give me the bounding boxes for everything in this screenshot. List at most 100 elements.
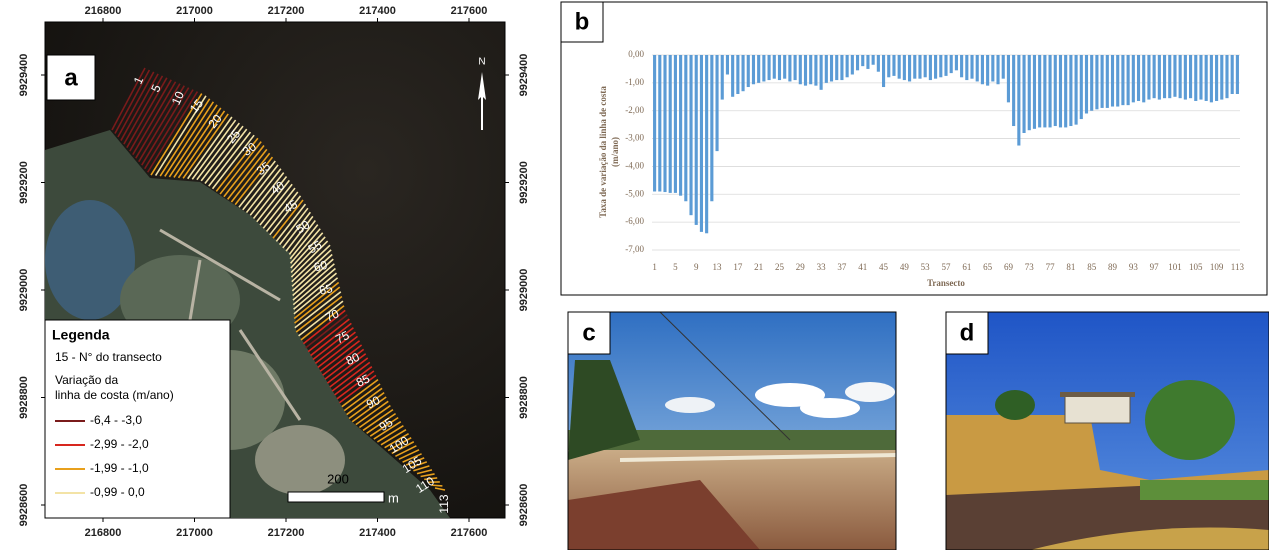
- panel-label-box: [560, 1, 604, 43]
- transect: [173, 107, 222, 178]
- transect: [291, 244, 331, 283]
- transect: [269, 195, 302, 236]
- legend-title: Legenda: [52, 327, 110, 343]
- transect-label: 85: [354, 371, 372, 390]
- transect: [204, 128, 248, 184]
- y-tick-label: 9929000: [18, 269, 30, 312]
- panel-label: b: [575, 8, 590, 35]
- transect: [262, 187, 296, 229]
- bar: [954, 55, 958, 71]
- bar: [1032, 55, 1037, 129]
- bar: [793, 55, 797, 81]
- bar: [1064, 55, 1068, 128]
- x-tick-label: 13: [713, 262, 723, 272]
- bar: [1017, 55, 1021, 146]
- transect: [290, 232, 324, 269]
- transect: [391, 441, 415, 455]
- bar: [1095, 55, 1099, 110]
- x-tick-label: 49: [900, 262, 910, 272]
- bar: [1204, 55, 1208, 101]
- bar: [1225, 55, 1229, 99]
- bar: [918, 55, 922, 79]
- x-tick-label: 216800: [85, 527, 122, 539]
- transect: [324, 348, 365, 380]
- x-tick-label: 73: [1025, 262, 1035, 272]
- transect: [293, 281, 340, 320]
- transect: [177, 110, 226, 179]
- bar: [1199, 55, 1203, 100]
- bar: [1136, 55, 1141, 101]
- bar: [1048, 55, 1052, 128]
- bar: [757, 55, 761, 83]
- bar: [897, 55, 901, 79]
- bar: [1090, 55, 1094, 111]
- bar: [1209, 55, 1213, 103]
- bar: [850, 55, 854, 75]
- bar: [1069, 55, 1073, 127]
- transect: [117, 71, 155, 138]
- north-arrow: N: [478, 57, 486, 130]
- bar: [803, 55, 808, 86]
- bar: [809, 55, 813, 85]
- transect: [380, 429, 407, 446]
- transect: [348, 392, 385, 420]
- x-tick-label: 37: [837, 262, 847, 272]
- x-tick-label: 105: [1189, 262, 1203, 272]
- bar: [746, 55, 750, 88]
- transect: [334, 366, 373, 396]
- bar: [1152, 55, 1156, 99]
- x-tick-label: 89: [1108, 262, 1118, 272]
- transect: [208, 131, 252, 187]
- transect: [111, 67, 146, 131]
- x-tick-label: 45: [879, 262, 889, 272]
- scale-label: 200: [327, 471, 349, 486]
- transect: [234, 156, 274, 206]
- x-tick-label: 9: [694, 262, 699, 272]
- transect: [373, 420, 402, 440]
- transect-label: 10: [169, 89, 187, 107]
- transect: [159, 98, 211, 177]
- transect: [343, 383, 381, 412]
- x-tick-label: 217000: [176, 5, 213, 17]
- panel-label: d: [960, 319, 975, 346]
- bar: [980, 55, 984, 85]
- bar: [715, 55, 719, 152]
- bar: [1058, 55, 1063, 128]
- transect: [376, 425, 404, 443]
- legend-heading: linha de costa (m/ano): [55, 388, 174, 402]
- x-tick-label: 113: [1231, 262, 1245, 272]
- y-tick-label: 9929200: [18, 161, 30, 204]
- y-tick-label: -6,00: [625, 216, 644, 226]
- bar: [944, 55, 948, 76]
- transect: [338, 374, 377, 404]
- transect-label: 60: [312, 258, 328, 275]
- transect: [431, 484, 443, 487]
- bar: [928, 55, 932, 81]
- transect-label: 65: [318, 281, 334, 298]
- scale-bar: [287, 491, 385, 503]
- transect: [252, 175, 288, 220]
- y-tick-label: 9928600: [518, 484, 530, 527]
- bar: [902, 55, 906, 81]
- transect: [398, 449, 420, 460]
- y-tick-label: -2,00: [625, 105, 644, 115]
- bar: [949, 55, 953, 74]
- x-tick-label: 25: [775, 262, 785, 272]
- transect: [341, 379, 379, 408]
- bar: [783, 55, 787, 79]
- bar: [887, 55, 891, 78]
- bar: [653, 55, 657, 192]
- transect: [129, 79, 172, 152]
- y-tick-label: -3,00: [625, 133, 644, 143]
- transect: [230, 152, 271, 203]
- transect: [290, 236, 326, 274]
- bar: [991, 55, 995, 82]
- transect: [288, 220, 316, 255]
- transect-label: 75: [333, 328, 351, 347]
- y-tick-label: 9928800: [18, 376, 30, 419]
- transect: [227, 148, 268, 200]
- transect: [329, 357, 369, 388]
- transect: [245, 168, 282, 214]
- x-tick-label: 85: [1087, 262, 1097, 272]
